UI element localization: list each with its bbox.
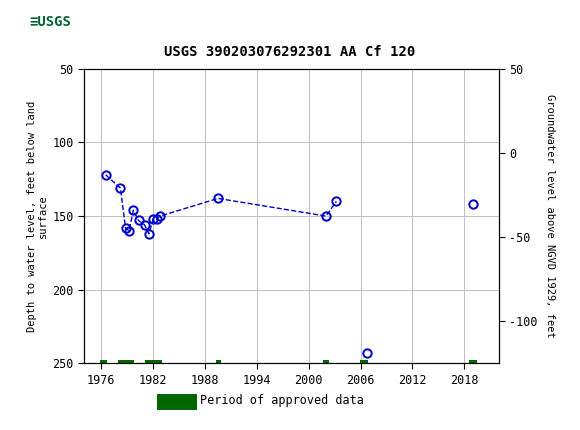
Y-axis label: Groundwater level above NGVD 1929, feet: Groundwater level above NGVD 1929, feet [545,94,554,338]
Text: Period of approved data: Period of approved data [200,394,364,408]
Y-axis label: Depth to water level, feet below land
surface: Depth to water level, feet below land su… [27,101,48,332]
FancyBboxPatch shape [5,3,95,42]
Bar [157,394,197,410]
Text: ≡USGS: ≡USGS [29,15,71,29]
Text: USGS 390203076292301 AA Cf 120: USGS 390203076292301 AA Cf 120 [164,45,416,59]
